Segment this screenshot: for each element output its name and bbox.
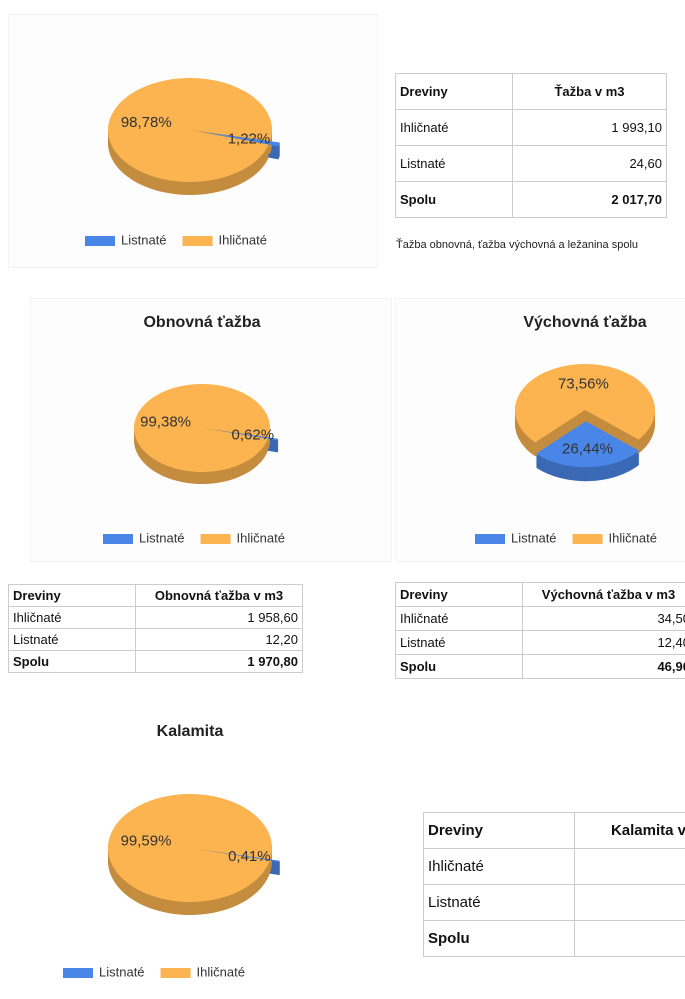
chart-title: Obnovná ťažba — [143, 314, 260, 331]
legend-swatch — [200, 534, 231, 544]
slice — [107, 78, 272, 183]
table-row: Listnaté — [423, 884, 685, 921]
table-cell: Obnovná ťažba v m3 — [135, 584, 303, 607]
table-cell: Dreviny — [395, 582, 523, 607]
table-cell: Ťažba v m3 — [512, 73, 667, 110]
table-cell: 12,20 — [135, 628, 303, 651]
legend-swatch — [572, 534, 603, 544]
legend-swatch — [63, 968, 93, 978]
chart-title: Kalamita — [157, 723, 224, 740]
legend-label: Listnaté — [139, 530, 185, 545]
table-cell: Dreviny — [423, 812, 575, 849]
table-cell: Výchovná ťažba v m3 — [522, 582, 685, 607]
slice — [211, 429, 279, 441]
table-cell: 1 958,60 — [135, 606, 303, 629]
data-label: 0,41% — [228, 848, 271, 865]
table-row: Dreviny Obnovná ťažba v m3 — [8, 584, 303, 607]
table-cell: Dreviny — [395, 73, 513, 110]
data-label: 73,56% — [558, 376, 609, 393]
table-cell: Spolu — [423, 920, 575, 957]
table-cell — [574, 884, 685, 921]
table-row: Ihličnaté2 — [423, 848, 685, 885]
table-row: Ihličnaté 1 993,10 — [395, 109, 667, 146]
legend-swatch — [85, 236, 115, 246]
slice — [199, 849, 280, 863]
legend-swatch — [160, 968, 191, 978]
table-row: Spolu 1 970,80 — [8, 650, 303, 673]
table-cell: Spolu — [395, 181, 513, 218]
data-label: 0,62% — [232, 427, 275, 444]
legend-swatch — [475, 534, 505, 544]
slice — [536, 421, 640, 468]
table-row: Dreviny Kalamita v — [423, 812, 685, 849]
table-cell: Ihličnaté — [423, 848, 575, 885]
data-label: 26,44% — [562, 441, 613, 458]
table-cell: 1 993,10 — [512, 109, 667, 146]
data-label: 99,38% — [140, 413, 191, 430]
table-row: Spolu 2 017,70 — [395, 181, 667, 218]
slice — [108, 793, 273, 902]
legend-label: Ihličnaté — [219, 232, 267, 247]
table-cell: Ihličnaté — [8, 606, 136, 629]
table-wrap: Dreviny Ťažba v m3 Ihličnaté 1 993,10 Listna… — [395, 73, 667, 218]
table-cell: Dreviny — [8, 584, 136, 607]
slice — [199, 131, 280, 147]
table-cell: 24,60 — [512, 145, 667, 182]
slice — [133, 384, 270, 473]
table-row: Ihličnaté 1 958,60 — [8, 606, 303, 629]
table-cell: 46,90 — [522, 654, 685, 679]
legend-label: Listnaté — [511, 530, 557, 545]
data-label: 98,78% — [121, 114, 172, 131]
legend-label: Ihličnaté — [237, 530, 285, 545]
table-cell: 12,40 — [522, 630, 685, 655]
table-cell: Kalamita v — [574, 812, 685, 849]
table-cell: Spolu — [8, 650, 136, 673]
table-cell: Listnaté — [8, 628, 136, 651]
legend-label: Ihličnaté — [609, 530, 657, 545]
slice — [514, 364, 655, 443]
table-cell: 1 970,80 — [135, 650, 303, 673]
table: Dreviny Ťažba v m3 Ihličnaté 1 993,10 Listna… — [395, 73, 667, 218]
table-cell: 2 — [574, 848, 685, 885]
legend-label: Listnaté — [99, 964, 145, 979]
table-cell: Ihličnaté — [395, 109, 513, 146]
table-row: Dreviny Výchovná ťažba v m3 — [395, 582, 685, 607]
table-row: Listnaté 24,60 — [395, 145, 667, 182]
legend-label: Listnaté — [121, 232, 167, 247]
legend-swatch — [103, 534, 133, 544]
data-label: 99,59% — [121, 832, 172, 849]
legend-label: Ihličnaté — [197, 964, 245, 979]
table-wrap: Dreviny Obnovná ťažba v m3 Ihličnaté 1 958,… — [8, 584, 303, 673]
caption: Ťažba obnovná, ťažba výchovná a ležanina… — [396, 239, 639, 251]
table-row: Listnaté 12,20 — [8, 628, 303, 651]
table-row: Dreviny Ťažba v m3 — [395, 73, 667, 110]
legend-swatch — [182, 236, 213, 246]
table-cell: 2 — [574, 920, 685, 957]
table-cell: Spolu — [395, 654, 523, 679]
table-cell: Listnaté — [423, 884, 575, 921]
table: Dreviny Obnovná ťažba v m3 Ihličnaté 1 958,… — [8, 584, 303, 673]
table-cell: Listnaté — [395, 630, 523, 655]
data-label: 1,22% — [228, 131, 271, 148]
table-cell: 2 017,70 — [512, 181, 667, 218]
chart-title: Výchovná ťažba — [523, 314, 646, 331]
table-cell: Listnaté — [395, 145, 513, 182]
table-cell: 34,50 — [522, 606, 685, 631]
table-cell: Ihličnaté — [395, 606, 523, 631]
